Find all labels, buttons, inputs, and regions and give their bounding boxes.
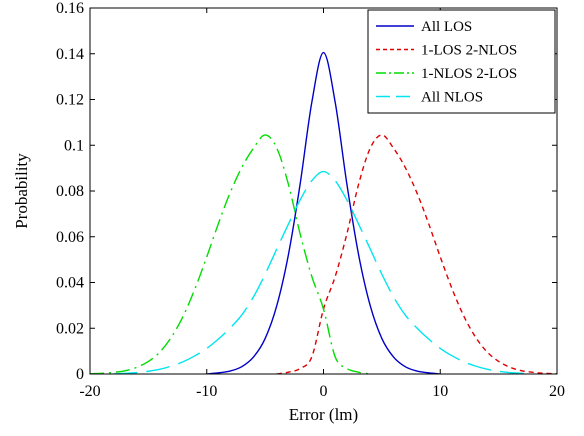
x-tick-label: -20 — [79, 383, 100, 400]
y-tick-label: 0.12 — [56, 92, 84, 109]
x-tick-label: 20 — [549, 383, 565, 400]
x-tick-label: -10 — [196, 383, 217, 400]
x-tick-label: 0 — [320, 383, 328, 400]
y-tick-label: 0 — [76, 366, 84, 383]
series-layer — [90, 51, 557, 374]
y-tick-label: 0.16 — [56, 0, 84, 17]
legend-entry: All NLOS — [421, 90, 483, 106]
x-axis-label: Error (lm) — [289, 405, 358, 424]
y-tick-label: 0.02 — [56, 320, 84, 337]
y-tick-label: 0.06 — [56, 229, 84, 246]
legend-entry: 1-NLOS 2-LOS — [421, 66, 517, 82]
x-tick-label: 10 — [432, 383, 448, 400]
series-line-4 — [113, 170, 534, 374]
legend: All LOS 1-LOS 2-NLOS 1-NLOS 2-LOS All NLOS — [367, 9, 556, 114]
legend-entry: All LOS — [421, 19, 472, 35]
y-tick-label: 0.1 — [64, 137, 84, 154]
series-line-3 — [90, 134, 371, 374]
series-line-1 — [206, 51, 441, 374]
y-tick-label: 0.08 — [56, 183, 84, 200]
y-axis-label: Probability — [12, 153, 31, 229]
y-tick-label: 0.04 — [56, 275, 84, 292]
legend-entry: 1-LOS 2-NLOS — [421, 43, 517, 59]
y-tick-label: 0.14 — [56, 46, 84, 63]
axes-layer: -20 -10 0 10 20 0 0.02 0.04 0.06 0.08 0.1 0.12 0.14 0… — [56, 0, 565, 400]
